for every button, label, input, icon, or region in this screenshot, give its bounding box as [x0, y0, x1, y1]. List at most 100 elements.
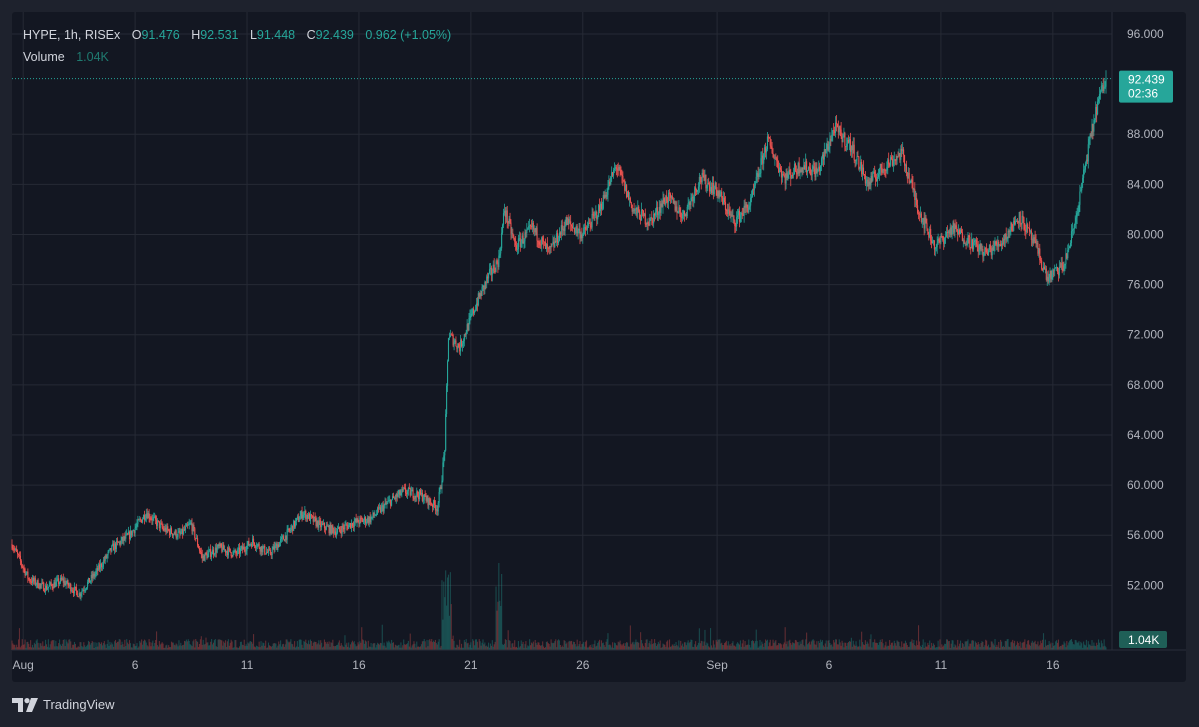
volume-bar — [865, 644, 867, 650]
volume-bar — [296, 641, 298, 650]
volume-label[interactable]: Volume — [23, 50, 65, 64]
candle-body — [160, 523, 162, 525]
candle-body — [553, 241, 555, 247]
candle-body — [895, 160, 897, 161]
candle-body — [973, 240, 976, 243]
volume-bar — [411, 645, 413, 650]
volume-bar — [571, 640, 573, 650]
candle-body — [535, 227, 537, 233]
candle-body — [124, 536, 126, 539]
volume-bar — [298, 639, 300, 650]
volume-bar — [623, 643, 625, 650]
candle-body — [262, 547, 264, 553]
plot-area[interactable] — [12, 12, 1186, 682]
volume-bar — [581, 644, 583, 650]
candle-body — [170, 528, 173, 534]
volume-bar — [477, 647, 479, 650]
volume-bar — [809, 644, 811, 650]
volume-bar — [1016, 641, 1018, 650]
volume-bar — [340, 643, 342, 650]
candle-body — [293, 520, 295, 531]
volume-bar — [935, 647, 937, 650]
candle-body — [1104, 86, 1106, 88]
candle-body — [1012, 230, 1014, 232]
volume-bar — [126, 639, 128, 650]
candle-body — [898, 153, 900, 157]
volume-bar — [881, 639, 883, 650]
candle-body — [928, 234, 930, 238]
volume-bar — [670, 646, 672, 650]
candle-body — [510, 222, 512, 234]
candle-body — [1001, 243, 1004, 245]
candle-body — [972, 239, 974, 250]
candle-body — [1033, 237, 1035, 244]
candle-body — [494, 270, 496, 273]
volume-bar — [972, 640, 974, 650]
volume-bar — [389, 642, 391, 650]
volume-bar — [314, 641, 316, 650]
volume-bar — [552, 643, 554, 650]
volume-bar — [424, 641, 426, 650]
candle-body — [30, 581, 32, 583]
volume-bar — [671, 644, 673, 650]
volume-bar — [96, 642, 98, 650]
candle-body — [640, 209, 643, 221]
volume-bar — [685, 645, 687, 650]
volume-bar — [693, 647, 695, 650]
symbol-title[interactable]: HYPE, 1h, RISEx — [23, 28, 121, 42]
volume-bar — [947, 641, 949, 650]
volume-bar — [103, 641, 105, 650]
volume-bar — [979, 646, 981, 650]
candle-body — [935, 247, 937, 249]
volume-bar — [356, 645, 358, 650]
volume-bar — [91, 640, 93, 650]
candle-body — [1063, 265, 1065, 271]
volume-bar — [131, 647, 133, 650]
candle-body — [801, 167, 803, 173]
candle-body — [813, 166, 815, 169]
volume-bar — [72, 644, 74, 650]
candle-body — [870, 176, 872, 186]
candle-body — [82, 590, 84, 592]
candles[interactable] — [11, 70, 1107, 601]
time-axis[interactable]: Aug 6 11 16 21 26 Sep 6 11 16 — [13, 658, 1060, 672]
candle-body — [683, 210, 685, 217]
candle-body — [619, 166, 621, 170]
volume-bar — [168, 645, 170, 650]
volume-bar — [225, 640, 227, 650]
candle-body — [444, 450, 446, 456]
candle-body — [590, 225, 592, 228]
candle-body — [613, 170, 615, 176]
candle-body — [1054, 268, 1056, 271]
candle-body — [970, 247, 972, 249]
volume-bar — [679, 647, 681, 650]
volume-bar — [625, 643, 627, 650]
candle-body — [468, 318, 470, 331]
volume-bar — [106, 643, 108, 650]
candle-body — [421, 492, 423, 502]
tradingview-logo[interactable]: TradingView — [12, 697, 115, 712]
candle-body — [159, 523, 161, 529]
volume-bar — [789, 639, 791, 650]
candle-body — [268, 549, 270, 551]
volume-bar — [905, 642, 907, 650]
volume-bar — [703, 641, 705, 650]
volume-bar — [738, 644, 741, 650]
candle-body — [674, 200, 676, 211]
candle-body — [977, 245, 979, 252]
candle-body — [448, 337, 450, 339]
candle-body — [588, 223, 590, 224]
price-axis[interactable]: 96.00088.00084.00080.00076.00072.00068.0… — [1127, 27, 1164, 592]
volume-bar — [463, 640, 465, 650]
candle-body — [100, 563, 102, 569]
candle-body — [758, 173, 760, 177]
candle-body — [942, 236, 944, 240]
volume-bar — [332, 639, 334, 650]
candle-body — [866, 179, 868, 182]
volume-bar — [752, 641, 755, 650]
volume-bar — [350, 642, 353, 650]
volume-bar — [932, 643, 935, 650]
volume-bar — [886, 646, 888, 650]
volume-bar — [1039, 644, 1041, 650]
